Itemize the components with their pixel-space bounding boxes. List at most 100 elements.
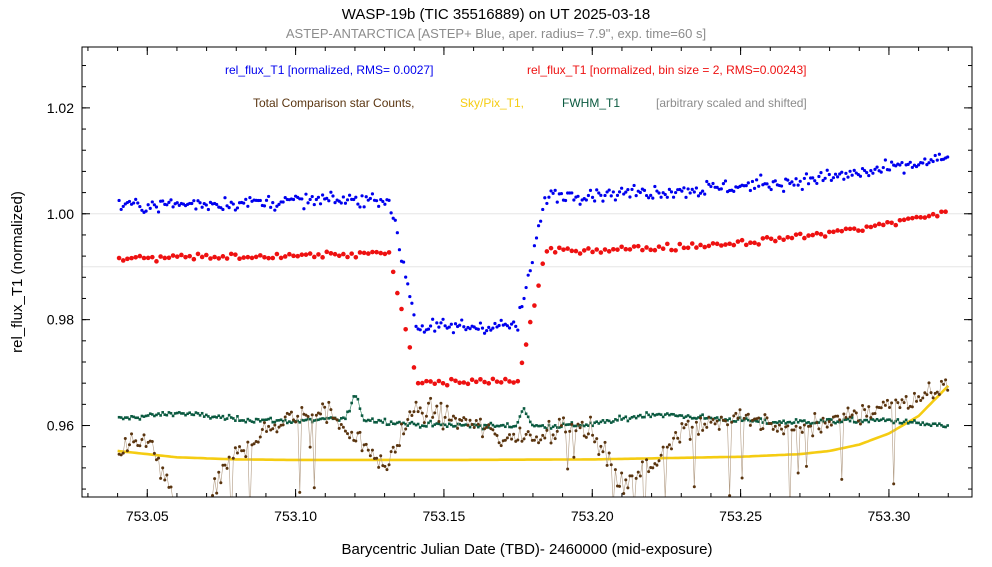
rel-flux-point — [497, 323, 501, 328]
fwhm-point — [522, 407, 526, 410]
fwhm-point — [173, 412, 177, 415]
fwhm-point — [622, 416, 626, 420]
fwhm-point — [672, 413, 675, 416]
fwhm-point — [462, 423, 466, 427]
fwhm-point — [699, 414, 702, 418]
fwhm-point — [688, 415, 692, 419]
rel-flux-binned-point — [179, 252, 184, 258]
fwhm-point — [668, 413, 671, 417]
comparison-counts-point — [495, 434, 499, 438]
comparison-counts-point — [165, 473, 169, 477]
comparison-counts-point — [883, 403, 887, 407]
comparison-counts-point — [852, 409, 856, 413]
fwhm-point — [940, 423, 943, 427]
fwhm-point — [578, 424, 582, 427]
fwhm-point — [169, 411, 173, 415]
fwhm-point — [225, 417, 229, 420]
fwhm-point — [431, 424, 434, 428]
rel-flux-point — [782, 189, 786, 193]
fwhm-point — [921, 421, 925, 424]
fwhm-point — [161, 411, 164, 414]
rel-flux-point — [370, 192, 375, 196]
comparison-counts-point — [549, 441, 553, 445]
comparison-counts-point — [678, 440, 682, 444]
comparison-counts-point — [300, 406, 304, 410]
rel-flux-point — [242, 201, 246, 205]
fwhm-point — [240, 419, 243, 422]
fwhm-point — [277, 419, 281, 422]
comparison-counts-point — [441, 427, 445, 431]
rel-flux-point — [617, 190, 622, 194]
rel-flux-binned-point — [461, 380, 467, 385]
legend-rel-flux: rel_flux_T1 [normalized, RMS= 0.0027] — [225, 63, 433, 77]
fwhm-point — [499, 424, 503, 427]
comparison-counts-point — [406, 418, 410, 422]
comparison-counts-point — [273, 423, 277, 427]
fwhm-point — [385, 423, 389, 427]
rel-flux-point — [318, 202, 323, 206]
rel-flux-point — [719, 187, 723, 191]
comparison-counts-point — [414, 400, 418, 404]
fwhm-point — [807, 421, 810, 424]
fwhm-point — [593, 421, 596, 425]
comparison-counts-point — [821, 416, 825, 420]
rel-flux-point — [590, 195, 595, 199]
rel-flux-binned-point — [561, 247, 566, 252]
comparison-counts-point — [682, 426, 686, 430]
comparison-counts-point — [462, 416, 466, 420]
rel-flux-point — [443, 324, 447, 328]
fwhm-point — [317, 418, 320, 422]
plot-frame — [81, 46, 973, 498]
comparison-counts-point — [804, 464, 808, 468]
rel-flux-point — [439, 321, 443, 325]
rel-flux-point — [509, 322, 514, 326]
fwhm-point — [117, 415, 121, 419]
rel-flux-binned-point — [233, 252, 238, 257]
fwhm-point — [942, 425, 945, 429]
comparison-counts-point — [223, 463, 227, 467]
rel-flux-binned-point — [640, 247, 645, 253]
rel-flux-point — [794, 177, 798, 181]
rel-flux-binned-point — [598, 250, 604, 255]
comparison-counts-point — [476, 422, 480, 426]
rel-flux-point — [449, 322, 453, 326]
fwhm-point — [923, 423, 927, 427]
rel-flux-binned-point — [278, 255, 284, 261]
rel-flux-binned-point — [627, 247, 633, 252]
comparison-counts-point — [836, 414, 840, 418]
fwhm-point — [896, 418, 900, 421]
rel-flux-point — [354, 195, 358, 199]
comparison-counts-point — [416, 410, 420, 414]
comparison-counts-point — [696, 432, 700, 436]
rel-flux-point — [422, 330, 426, 334]
rel-flux-point — [657, 191, 661, 195]
comparison-counts-point — [275, 430, 279, 434]
fwhm-point — [612, 420, 615, 423]
rel-flux-binned-point — [934, 213, 940, 219]
fwhm-point — [298, 421, 302, 424]
fwhm-point — [377, 418, 380, 422]
fwhm-point — [846, 417, 850, 421]
rel-flux-point — [119, 207, 123, 212]
fwhm-point — [375, 421, 378, 424]
comparison-counts-point — [655, 463, 659, 467]
fwhm-point — [562, 422, 565, 425]
fwhm-point — [312, 419, 316, 422]
fwhm-point — [329, 416, 333, 419]
rel-flux-binned-point — [835, 228, 840, 233]
comparison-counts-point — [736, 416, 740, 420]
fwhm-point — [555, 426, 559, 429]
comparison-counts-point — [543, 436, 547, 440]
comparison-counts-point — [622, 491, 626, 495]
comparison-counts-point — [790, 428, 794, 432]
comparison-counts-point — [574, 429, 578, 433]
rel-flux-binned-point — [706, 243, 712, 249]
comparison-counts-point — [935, 390, 939, 394]
fwhm-point — [674, 414, 677, 417]
fwhm-point — [836, 420, 839, 423]
rel-flux-binned-point — [527, 319, 533, 325]
legend-sky-pix: Sky/Pix_T1, — [460, 96, 524, 110]
comparison-counts-point — [337, 426, 341, 430]
rel-flux-point — [347, 193, 352, 197]
rel-flux-point — [358, 205, 362, 209]
